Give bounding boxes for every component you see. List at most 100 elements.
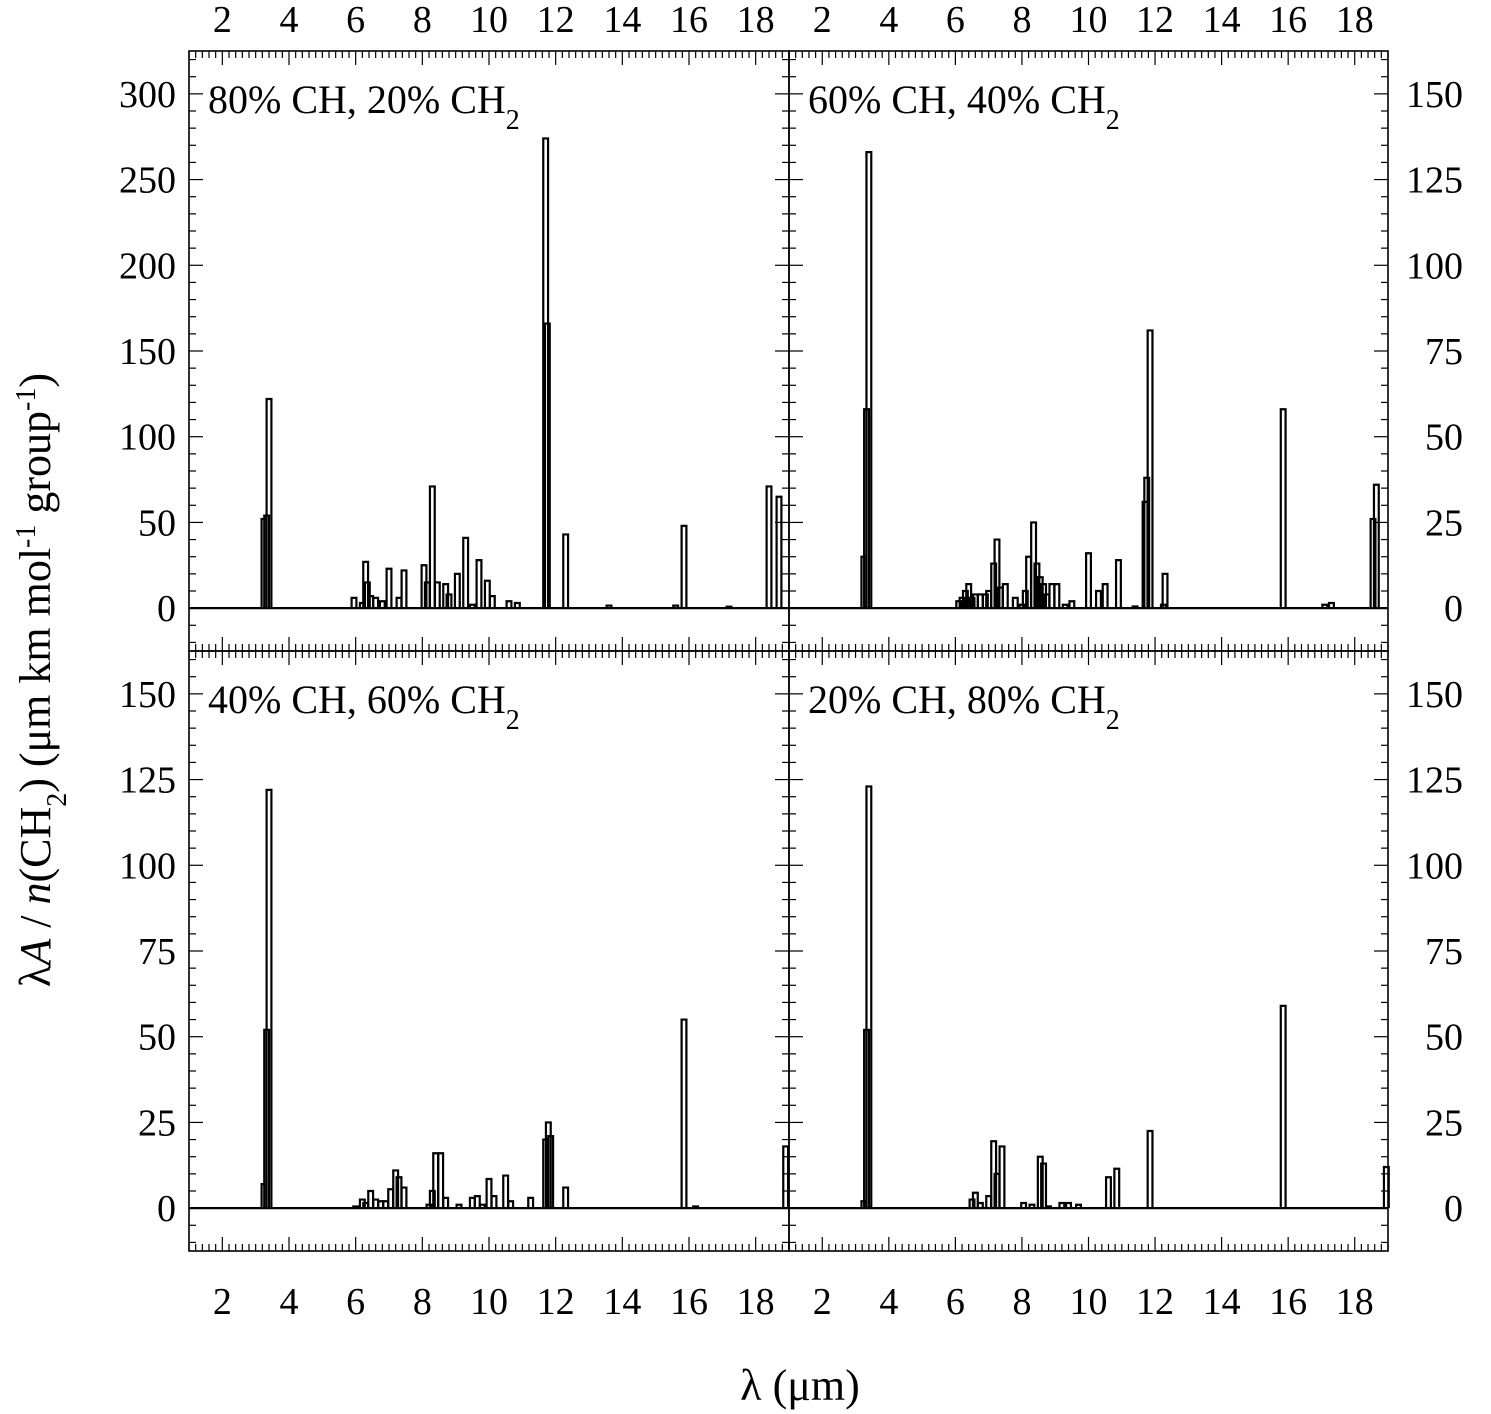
panel-3: 2 4 6 8 10 12 14 16 18 0 25 50 75 100 125 150 40% CH, 60… [119, 650, 790, 1323]
spectrum-peak [544, 1121, 552, 1209]
y-tick-label: 150 [119, 674, 176, 716]
spectrum-peak [1321, 603, 1329, 609]
y-tick-label: 25 [1425, 1102, 1463, 1144]
y-tick-label: 0 [1444, 1188, 1463, 1230]
spectrum-peak [265, 788, 273, 1209]
spectrum-peak [265, 397, 273, 609]
spectrum-peak [507, 1200, 515, 1209]
x-tick-label: 2 [213, 0, 232, 41]
spectrum-peak [1053, 583, 1061, 609]
spectrum-peak [692, 1205, 700, 1209]
x-tick-label: 4 [879, 0, 898, 41]
spectrum-peak [502, 1174, 510, 1209]
y-tick-label: 200 [119, 245, 176, 287]
x-tick-label: 12 [537, 1281, 575, 1323]
x-tick-label: 6 [946, 1281, 965, 1323]
panel-frame [188, 50, 790, 652]
y-tick-label: 0 [157, 1188, 176, 1230]
y-tick-label: 100 [1406, 845, 1463, 887]
x-tick-label: 2 [813, 0, 832, 41]
panel-title-main: 20% CH, 80% CH [808, 677, 1106, 722]
spectrum-peak [378, 600, 386, 609]
y-axis-title: λA / n(CH2) (μm km mol-1 group-1) [11, 373, 73, 987]
x-tick-label: 8 [1012, 1281, 1031, 1323]
spectrum-peak [400, 569, 408, 609]
spectrum-peak [782, 1145, 790, 1209]
y-tick-label: 50 [1425, 1017, 1463, 1059]
y-tick-label: 50 [138, 502, 176, 544]
spectrum-peak [1040, 1162, 1048, 1209]
spectrum-peak [488, 595, 496, 609]
spectrum-peak [485, 1177, 493, 1209]
x-tick-label: 18 [1336, 1281, 1374, 1323]
spectrum-peak [965, 583, 973, 609]
spectrum-peak [998, 1145, 1006, 1209]
panel-title-main: 40% CH, 60% CH [208, 677, 506, 722]
y-tick-label: 125 [1406, 160, 1463, 202]
x-tick-label: 8 [413, 1281, 432, 1323]
spectrum-peak [1382, 1165, 1390, 1209]
y-axis-title-sub: 2 [42, 793, 73, 807]
x-tick-label: 6 [946, 0, 965, 41]
y-axis-title-group: group [11, 411, 60, 525]
x-tick-label: 2 [813, 1281, 832, 1323]
spectrum-peak [865, 785, 873, 1209]
y-axis-title-sup2: -1 [11, 388, 42, 411]
panel-4: 2 4 6 8 10 12 14 16 18 0 25 50 75 100 125 150 20% CH, 80… [788, 650, 1463, 1323]
spectrum-peak [976, 1201, 984, 1209]
y-tick-label: 75 [1425, 331, 1463, 373]
spectrum-peak [350, 596, 358, 609]
spectrum-peak [1036, 1155, 1044, 1209]
spectrum-peak [385, 567, 393, 609]
spectrum-peak [433, 581, 441, 609]
y-tick-label: 100 [1406, 245, 1463, 287]
x-tick-label: 2 [213, 1281, 232, 1323]
spectrum-peak [1030, 521, 1038, 609]
x-tick-label: 4 [879, 1281, 898, 1323]
y-tick-label: 0 [157, 588, 176, 630]
spectrum-peak [1101, 583, 1109, 609]
spectrum-peak [490, 1195, 498, 1209]
spectrum-peak [1028, 1203, 1036, 1209]
spectrum-peak [455, 1203, 463, 1209]
spectrum-peak [1075, 1203, 1083, 1209]
spectrum-peak [1372, 483, 1380, 609]
y-tick-label: 100 [119, 845, 176, 887]
x-tick-label: 8 [413, 0, 432, 41]
spectrum-peak [1058, 1201, 1066, 1209]
x-tick-label: 12 [537, 0, 575, 41]
spectrum-peak [1020, 1201, 1028, 1209]
spectrum-peak [442, 583, 450, 609]
x-tick-label: 4 [280, 1281, 299, 1323]
x-tick-label: 12 [1136, 1281, 1174, 1323]
x-tick-label: 10 [1070, 0, 1108, 41]
x-axis-title: λ (μm) [740, 1361, 859, 1410]
spectrum-peak [562, 1186, 570, 1209]
y-axis-title-sup1: -1 [11, 525, 42, 548]
x-tick-label: 18 [737, 1281, 775, 1323]
spectrum-peak [1279, 1004, 1287, 1209]
x-tick-label: 14 [603, 1281, 641, 1323]
spectrum-peak [680, 1018, 688, 1209]
x-tick-label: 10 [1070, 1281, 1108, 1323]
spectrum-peak [513, 601, 521, 609]
y-axis-title-close: ) [11, 373, 60, 388]
spectrum-peak [971, 1191, 979, 1209]
spectrum-peak [505, 600, 513, 609]
x-tick-label: 14 [1203, 0, 1241, 41]
spectrum-peak [352, 1205, 360, 1209]
panel-title: 40% CH, 60% CH2 [208, 677, 520, 736]
spectrum-peak [362, 560, 370, 609]
spectrum-peak [478, 1203, 486, 1209]
y-axis-title-slash: / [11, 905, 60, 939]
spectrum-peak [1061, 603, 1069, 609]
spectrum-peak [725, 605, 733, 609]
panel-1: 2 4 6 8 10 12 14 16 18 0 50 100 150 200 250 300 80% CH, … [119, 0, 790, 652]
spectrum-peak [1104, 1176, 1112, 1209]
x-tick-label: 8 [1012, 0, 1031, 41]
spectrum-peak [445, 593, 453, 609]
y-axis-title-units: ) (μm km mol [11, 548, 60, 793]
spectrum-peak [420, 564, 428, 609]
